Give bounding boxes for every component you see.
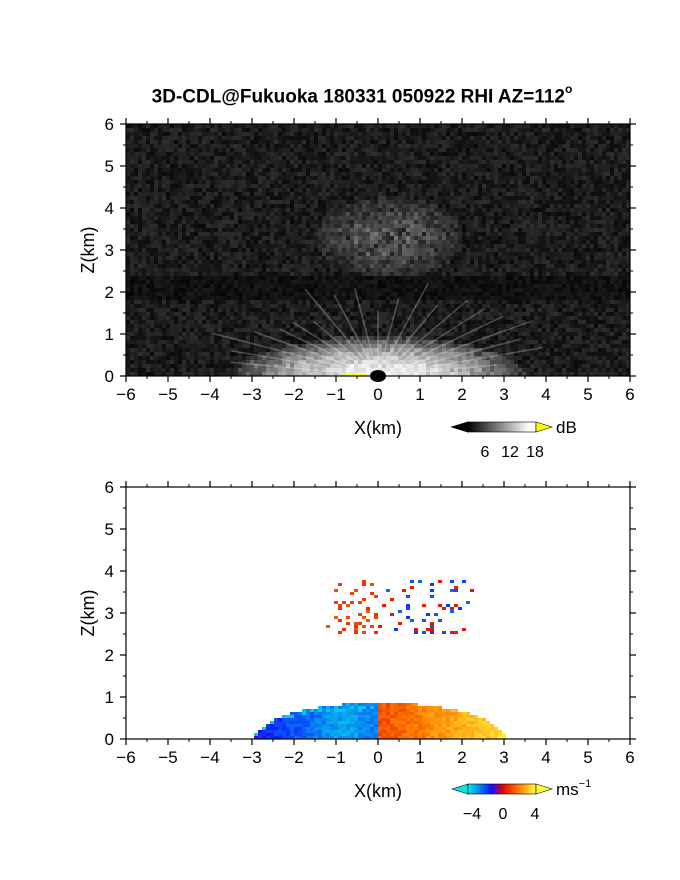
x-tick-label: −4 [200, 748, 219, 767]
x-tick-label: 0 [373, 385, 382, 404]
y-tick-label: 4 [105, 199, 114, 218]
x-tick-label: 6 [625, 748, 634, 767]
colorbar-unit: ms−1 [556, 778, 591, 799]
colorbar-tick: 6 [481, 444, 490, 461]
x-tick-label: 3 [499, 748, 508, 767]
y-tick-label: 4 [105, 562, 114, 581]
x-axis-label: X(km) [354, 781, 402, 801]
y-tick-label: 1 [105, 325, 114, 344]
axis-ticks: −6 −5 −4 −3 −2 −1 0 1 2 3 4 5 6 0 1 2 3 4 5 6 [105, 115, 636, 404]
y-tick-label: 3 [105, 604, 114, 623]
x-tick-label: 5 [583, 748, 592, 767]
y-tick-label: 2 [105, 646, 114, 665]
x-tick-label: 1 [415, 385, 424, 404]
x-tick-label: −2 [284, 385, 303, 404]
y-tick-label: 3 [105, 241, 114, 260]
x-tick-label: 3 [499, 385, 508, 404]
y-tick-label: 1 [105, 688, 114, 707]
chart-title: 3D-CDL@Fukuoka 180331 050922 RHI AZ=112o [151, 82, 573, 108]
x-axis-label: X(km) [354, 418, 402, 438]
velocity-image [254, 580, 506, 739]
x-tick-label: −6 [116, 385, 135, 404]
x-tick-label: −2 [284, 748, 303, 767]
x-tick-label: 2 [457, 748, 466, 767]
velocity-panel: −6 −5 −4 −3 −2 −1 0 1 2 3 4 5 6 0 1 2 3 4 5 6 X(km) Z(km) m… [78, 478, 636, 823]
colorbar-tick: 0 [499, 806, 508, 823]
x-tick-label: −5 [158, 385, 177, 404]
colorbar-tick: −4 [463, 806, 481, 823]
x-tick-label: 0 [373, 748, 382, 767]
x-tick-label: 4 [541, 748, 550, 767]
x-tick-label: −1 [326, 748, 345, 767]
backscatter-colorbar: dB 6 12 18 [450, 418, 577, 461]
x-tick-label: 6 [625, 385, 634, 404]
colorbar-tick: 18 [526, 444, 544, 461]
x-tick-label: 1 [415, 748, 424, 767]
x-tick-label: 2 [457, 385, 466, 404]
y-tick-label: 0 [105, 367, 114, 386]
x-tick-label: −5 [158, 748, 177, 767]
x-tick-label: 5 [583, 385, 592, 404]
y-axis-label: Z(km) [78, 227, 98, 274]
colorbar-unit: dB [556, 418, 577, 437]
x-tick-label: −6 [116, 748, 135, 767]
y-tick-label: 0 [105, 730, 114, 749]
y-tick-label: 5 [105, 157, 114, 176]
x-tick-label: 4 [541, 385, 550, 404]
colorbar-tick: 12 [501, 444, 519, 461]
backscatter-image [126, 124, 630, 382]
colorbar-tick: 4 [531, 806, 540, 823]
y-tick-label: 2 [105, 283, 114, 302]
y-axis-label: Z(km) [78, 590, 98, 637]
x-tick-label: −1 [326, 385, 345, 404]
axis-ticks: −6 −5 −4 −3 −2 −1 0 1 2 3 4 5 6 0 1 2 3 4 5 6 [105, 478, 636, 767]
x-tick-label: −3 [242, 748, 261, 767]
y-tick-label: 6 [105, 115, 114, 134]
y-tick-label: 5 [105, 520, 114, 539]
y-tick-label: 6 [105, 478, 114, 497]
velocity-colorbar: ms−1 −4 0 4 [450, 778, 591, 823]
x-tick-label: −3 [242, 385, 261, 404]
x-tick-label: −4 [200, 385, 219, 404]
